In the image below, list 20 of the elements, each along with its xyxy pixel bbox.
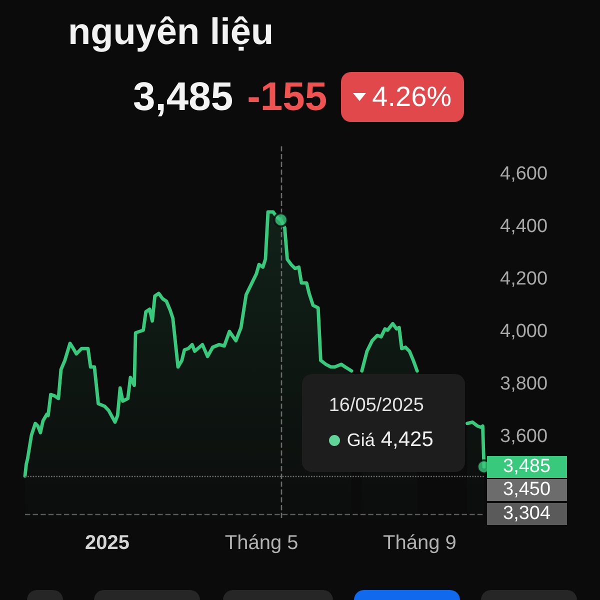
series-label: Giá <box>346 429 375 452</box>
annotation: 4,425 <box>380 427 434 453</box>
y-tick-label: 3,600 <box>500 426 548 448</box>
data-label: 3,485 <box>487 456 567 478</box>
chart-title: nguyên liệu <box>68 11 274 53</box>
text: -155 <box>247 74 328 120</box>
text: 3,485 <box>133 74 234 120</box>
ref-line-label: 3,450 <box>487 478 567 501</box>
y-tick-label: 3,800 <box>500 374 548 395</box>
x-tick-label: 2025 <box>85 532 130 554</box>
y-tick-label: 4,000 <box>500 321 548 342</box>
tooltip: 16/05/2025 Giá 4,425 <box>302 374 465 472</box>
y-tick-label: 4,600 <box>500 163 548 184</box>
y-tick-label: 4,400 <box>500 216 548 237</box>
x-tick-label: Tháng 9 <box>383 532 456 554</box>
text: 4.26% <box>372 81 452 113</box>
x-tick-label: Tháng 5 <box>224 532 298 554</box>
y-tick-label: 4,200 <box>500 268 548 290</box>
annotation: 16/05/2025 <box>328 394 425 418</box>
ref-line-label: 3,304 <box>487 503 567 526</box>
